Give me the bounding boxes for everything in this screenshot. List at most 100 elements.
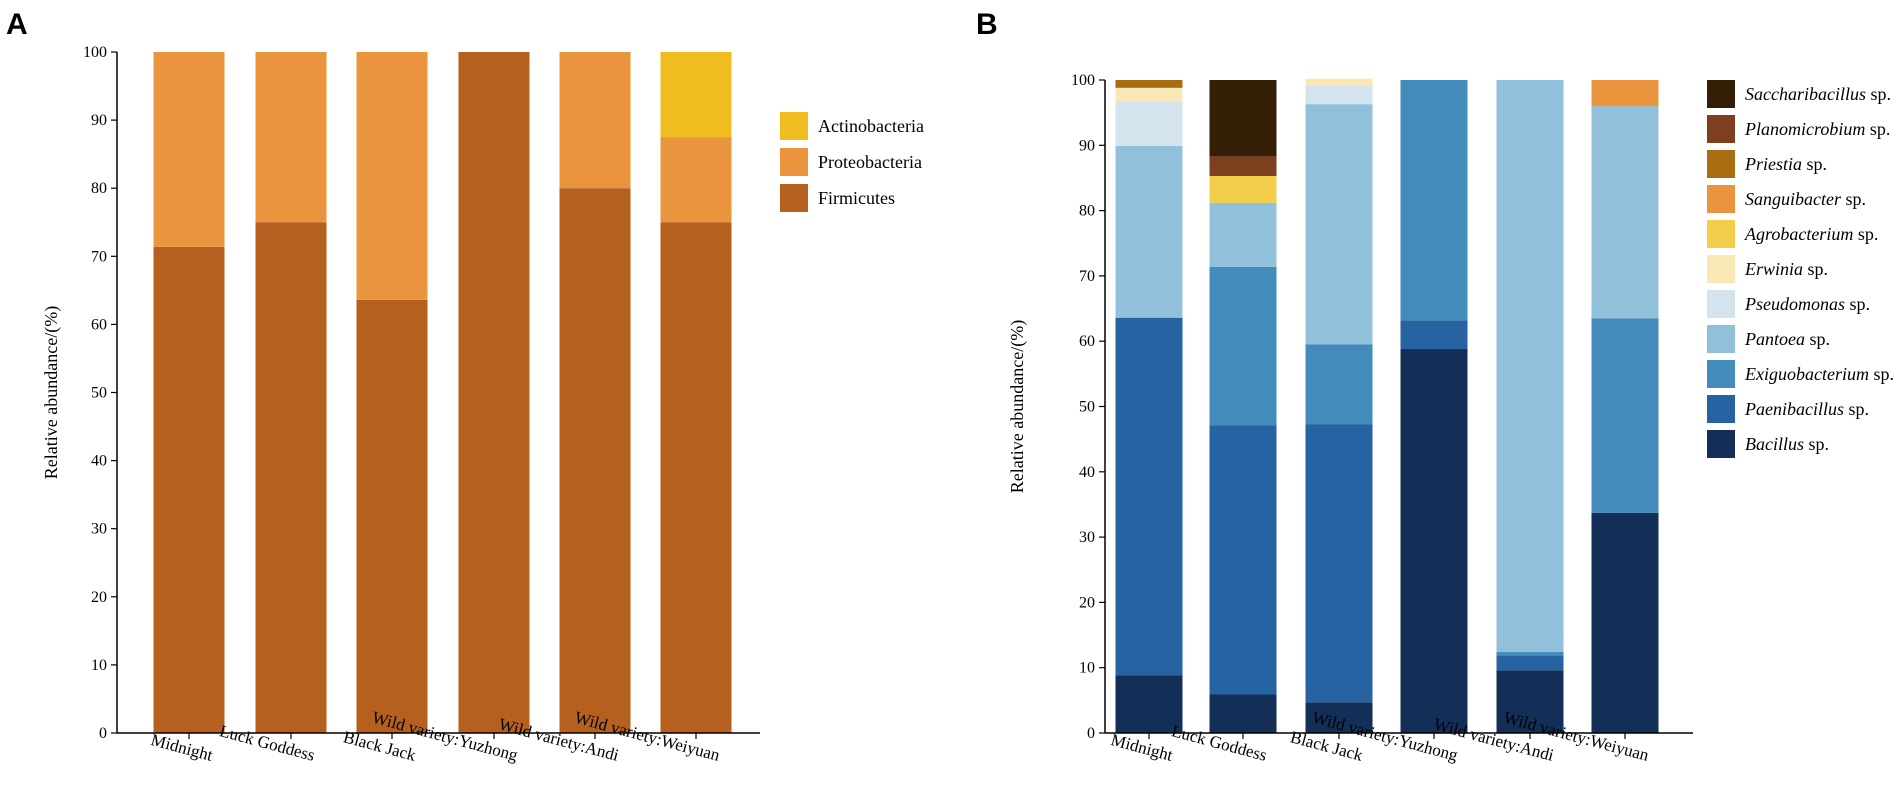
panel-a-y-tick-label-40: 40 bbox=[91, 453, 107, 470]
panel-b-bar-luck-goddess-exiguobacterium bbox=[1209, 266, 1277, 426]
panel-a-y-tick-label-100: 100 bbox=[83, 44, 107, 61]
panel-a-y-tick-label-30: 30 bbox=[91, 521, 107, 538]
panel-b-bar-midnight-erwinia bbox=[1115, 87, 1183, 102]
panel-b-y-tick-label-50: 50 bbox=[1079, 399, 1095, 416]
panel-b-bar-wild-variety-andi-paenibacillus bbox=[1496, 655, 1564, 671]
panel-b-bar-black-jack-paenibacillus bbox=[1305, 424, 1373, 703]
panel-a-bar-midnight-proteobacteria bbox=[153, 52, 225, 247]
panel-a-bar-midnight-firmicutes bbox=[153, 246, 225, 734]
panel-b-x-label-midnight: Midnight bbox=[1109, 730, 1175, 765]
panel-b-legend-swatch-pseudomonas bbox=[1707, 290, 1735, 318]
panel-a-legend-swatch-firmicutes bbox=[780, 184, 808, 212]
panel-b-bar-wild-variety-andi-pantoea bbox=[1496, 80, 1564, 653]
panel-a-legend-label-actinobacteria: Actinobacteria bbox=[818, 116, 924, 136]
panel-b-y-tick-label-10: 10 bbox=[1079, 660, 1095, 677]
panel-b-bar-wild-variety-andi-bacillus bbox=[1496, 670, 1564, 733]
panel-a-bar-wild-variety-yuzhong-firmicutes bbox=[458, 52, 530, 733]
panel-b-y-tick-label-0: 0 bbox=[1087, 725, 1095, 742]
panel-a-y-tick-label-20: 20 bbox=[91, 589, 107, 606]
panel-b-bar-midnight-pseudomonas bbox=[1115, 101, 1183, 146]
panel-a-legend-label-firmicutes: Firmicutes bbox=[818, 188, 895, 208]
panel-b-bar-wild-variety-yuzhong-bacillus bbox=[1400, 349, 1468, 733]
panel-a-y-tick-label-80: 80 bbox=[91, 180, 107, 197]
panel-a-bar-black-jack-proteobacteria bbox=[356, 52, 428, 300]
panel-b-bar-black-jack-exiguobacterium bbox=[1305, 344, 1373, 425]
panel-letter-b: B bbox=[976, 8, 998, 41]
panel-b-y-axis-label: Relative abundance/(%) bbox=[1007, 320, 1028, 493]
panel-b-y-tick-label-20: 20 bbox=[1079, 594, 1095, 611]
panel-b-bar-luck-goddess-pantoea bbox=[1209, 202, 1277, 267]
panel-b-bar-luck-goddess-saccharibacillus bbox=[1209, 80, 1277, 157]
panel-b-bar-luck-goddess-bacillus bbox=[1209, 694, 1277, 733]
panel-a-legend-swatch-actinobacteria bbox=[780, 112, 808, 140]
panel-b-legend-swatch-sanguibacter bbox=[1707, 185, 1735, 213]
panel-b-legend-swatch-bacillus bbox=[1707, 430, 1735, 458]
panel-b-bar-luck-goddess-planomicrobium bbox=[1209, 156, 1277, 176]
panel-b-legend-swatch-planomicrobium bbox=[1707, 115, 1735, 143]
panel-b-y-tick-label-40: 40 bbox=[1079, 464, 1095, 481]
panel-a-bar-luck-goddess-firmicutes bbox=[255, 222, 327, 733]
panel-b-legend-swatch-erwinia bbox=[1707, 255, 1735, 283]
panel-b-legend-swatch-priestia bbox=[1707, 150, 1735, 178]
panel-b-bar-black-jack-bacillus bbox=[1305, 702, 1373, 733]
panel-a-x-label-midnight: Midnight bbox=[149, 730, 215, 765]
panel-a-bar-black-jack-firmicutes bbox=[356, 299, 428, 733]
panel-b-y-tick-label-80: 80 bbox=[1079, 203, 1095, 220]
panel-b-legend-label-bacillus: Bacillus sp. bbox=[1745, 434, 1829, 454]
panel-a-y-tick-label-90: 90 bbox=[91, 112, 107, 129]
panel-a-bar-wild-variety-andi-proteobacteria bbox=[559, 52, 631, 189]
panel-b-legend-swatch-pantoea bbox=[1707, 325, 1735, 353]
panel-b-legend-swatch-exiguobacterium bbox=[1707, 360, 1735, 388]
panel-b-bar-luck-goddess-paenibacillus bbox=[1209, 425, 1277, 695]
panel-b-bar-wild-variety-weiyuan-exiguobacterium bbox=[1591, 318, 1659, 513]
panel-b-bar-luck-goddess-agrobacterium bbox=[1209, 175, 1277, 203]
panel-b-bar-midnight-bacillus bbox=[1115, 675, 1183, 733]
panel-b-bar-wild-variety-weiyuan-pantoea bbox=[1591, 106, 1659, 319]
panel-b-bar-wild-variety-andi-exiguobacterium bbox=[1496, 652, 1564, 656]
panel-b-legend-label-sanguibacter: Sanguibacter sp. bbox=[1745, 189, 1866, 209]
panel-a-bar-wild-variety-weiyuan-firmicutes bbox=[660, 222, 732, 733]
panel-a-legend-swatch-proteobacteria bbox=[780, 148, 808, 176]
panel-b-legend-label-pantoea: Pantoea sp. bbox=[1744, 329, 1830, 349]
panel-b-legend-label-pseudomonas: Pseudomonas sp. bbox=[1744, 294, 1870, 314]
panel-b-bar-black-jack-pseudomonas bbox=[1305, 85, 1373, 105]
panel-b-legend-label-agrobacterium: Agrobacterium sp. bbox=[1744, 224, 1878, 244]
panel-b-bar-midnight-priestia bbox=[1115, 80, 1183, 88]
panel-a-bar-luck-goddess-proteobacteria bbox=[255, 52, 327, 223]
panel-b-bar-midnight-pantoea bbox=[1115, 145, 1183, 318]
panel-a-y-tick-label-0: 0 bbox=[99, 725, 107, 742]
panel-b-legend-label-priestia: Priestia sp. bbox=[1744, 154, 1827, 174]
panel-a-y-tick-label-10: 10 bbox=[91, 657, 107, 674]
panel-b-bar-wild-variety-yuzhong-exiguobacterium bbox=[1400, 80, 1468, 321]
panel-a-y-tick-label-60: 60 bbox=[91, 316, 107, 333]
panel-letter-a: A bbox=[6, 8, 28, 41]
panel-a-bar-wild-variety-weiyuan-proteobacteria bbox=[660, 137, 732, 223]
panel-b-y-tick-label-100: 100 bbox=[1071, 72, 1095, 89]
panel-b-bar-wild-variety-yuzhong-paenibacillus bbox=[1400, 320, 1468, 350]
panel-b-bar-black-jack-pantoea bbox=[1305, 104, 1373, 345]
panel-a-legend-label-proteobacteria: Proteobacteria bbox=[818, 152, 922, 172]
panel-a-bar-wild-variety-andi-firmicutes bbox=[559, 188, 631, 733]
panel-b-legend-label-planomicrobium: Planomicrobium sp. bbox=[1744, 119, 1890, 139]
panel-b-legend-label-erwinia: Erwinia sp. bbox=[1744, 259, 1828, 279]
panel-b-y-tick-label-30: 30 bbox=[1079, 529, 1095, 546]
panel-a-y-tick-label-70: 70 bbox=[91, 248, 107, 265]
panel-b-legend-swatch-agrobacterium bbox=[1707, 220, 1735, 248]
panel-b-legend-label-exiguobacterium: Exiguobacterium sp. bbox=[1744, 364, 1894, 384]
panel-a-y-axis-label: Relative abundance/(%) bbox=[41, 306, 62, 479]
panel-b-y-tick-label-60: 60 bbox=[1079, 333, 1095, 350]
panel-b-bar-black-jack-erwinia bbox=[1305, 78, 1373, 86]
panel-b-legend-swatch-paenibacillus bbox=[1707, 395, 1735, 423]
panel-b-bar-wild-variety-weiyuan-bacillus bbox=[1591, 512, 1659, 733]
panel-b-legend-swatch-saccharibacillus bbox=[1707, 80, 1735, 108]
panel-a-bar-wild-variety-weiyuan-actinobacteria bbox=[660, 52, 732, 138]
panel-b-legend-label-saccharibacillus: Saccharibacillus sp. bbox=[1745, 84, 1891, 104]
panel-b-y-tick-label-70: 70 bbox=[1079, 268, 1095, 285]
panel-b-bar-midnight-paenibacillus bbox=[1115, 317, 1183, 676]
panel-a-y-tick-label-50: 50 bbox=[91, 385, 107, 402]
panel-b-bar-wild-variety-weiyuan-sanguibacter bbox=[1591, 80, 1659, 107]
panel-b-legend-label-paenibacillus: Paenibacillus sp. bbox=[1744, 399, 1869, 419]
